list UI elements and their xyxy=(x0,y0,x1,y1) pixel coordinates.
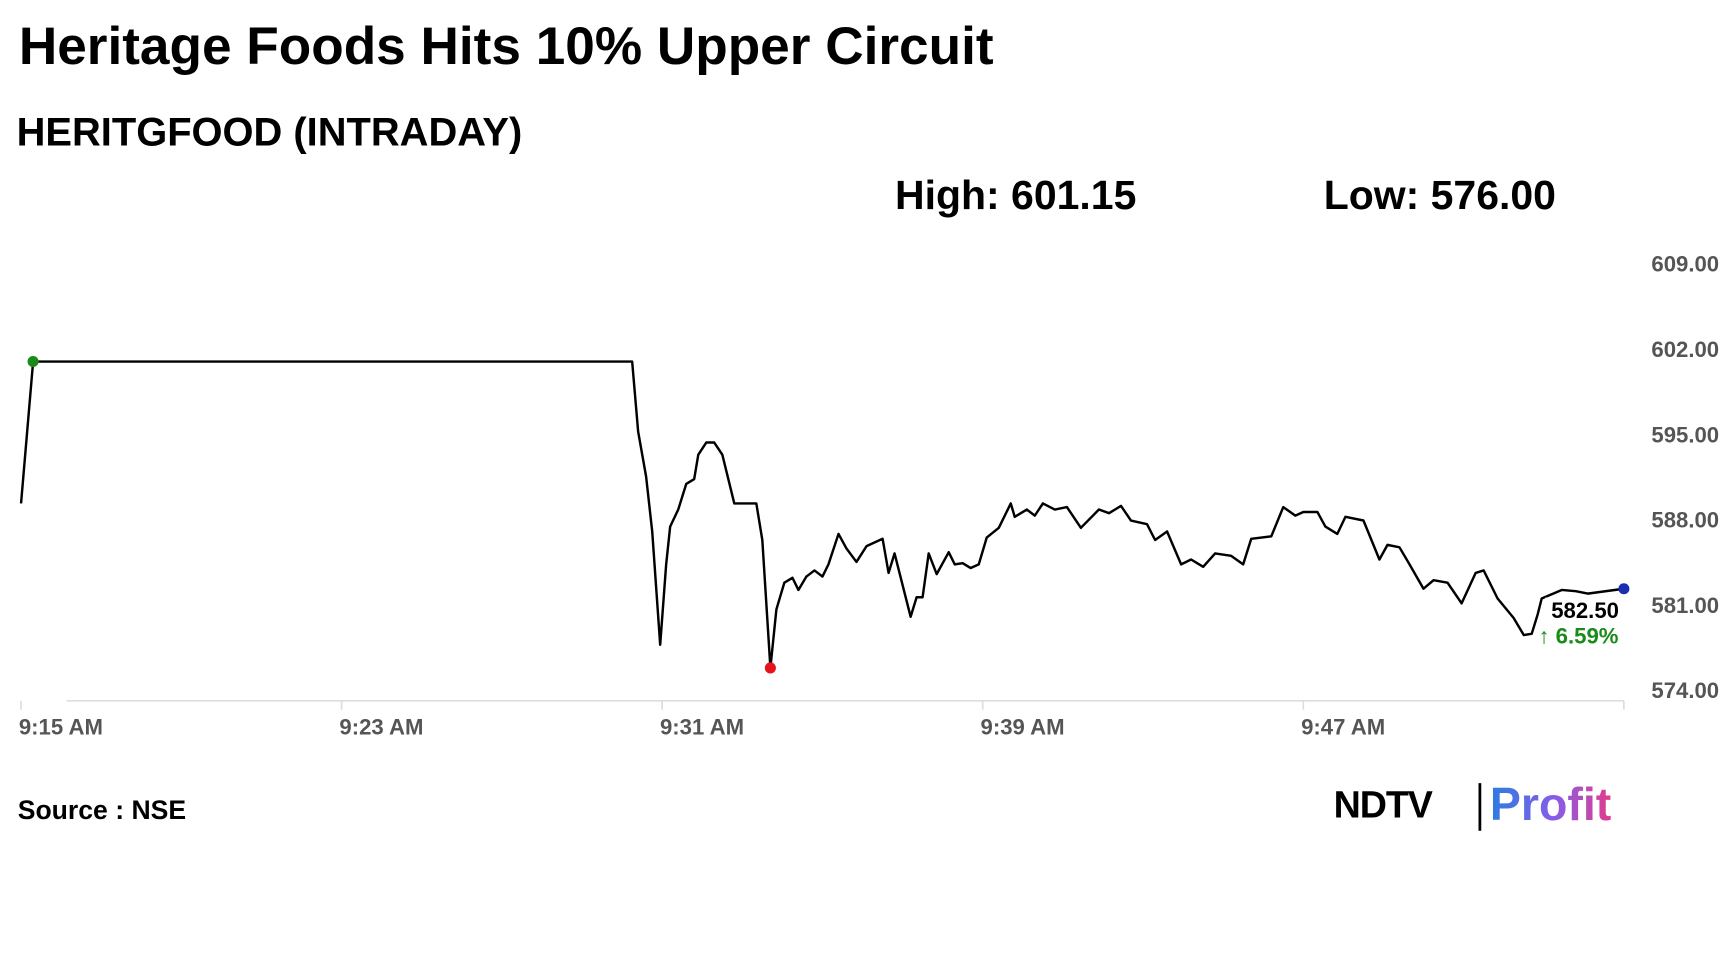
y-tick-label: 588.00 xyxy=(1651,508,1719,533)
low-text: Low: 576.00 xyxy=(1324,172,1556,218)
source: Source : NSE xyxy=(18,795,186,825)
last-label-bg xyxy=(1545,597,1625,653)
change-label: ↑ 6.59% xyxy=(1538,623,1618,648)
high-text: High: 601.15 xyxy=(895,172,1136,218)
x-tick-label: 9:39 AM xyxy=(981,714,1065,739)
chart-subtitle: HERITGFOOD (INTRADAY) xyxy=(17,111,523,155)
x-tick-label: 9:23 AM xyxy=(339,714,423,739)
logo-product: Profit xyxy=(1490,778,1611,830)
low-dot xyxy=(764,662,776,674)
x-tick-label: 9:15 AM xyxy=(19,714,103,739)
last-label: 582.50 xyxy=(1551,598,1619,623)
y-tick-label: 595.00 xyxy=(1651,422,1719,447)
high-dot xyxy=(27,355,39,368)
x-tick-label: 9:47 AM xyxy=(1301,714,1385,739)
last-dot xyxy=(1618,583,1630,595)
y-tick-label: 574.00 xyxy=(1651,678,1719,703)
price-line xyxy=(19,360,1625,670)
y-tick-label: 602.00 xyxy=(1651,337,1719,362)
y-tick-label: 581.00 xyxy=(1651,593,1719,618)
y-tick-label: 609.00 xyxy=(1651,252,1719,277)
x-tick-label: 9:31 AM xyxy=(660,714,744,739)
chart-title: Heritage Foods Hits 10% Upper Circuit xyxy=(19,17,994,76)
logo-brand: NDTV xyxy=(1334,783,1433,825)
